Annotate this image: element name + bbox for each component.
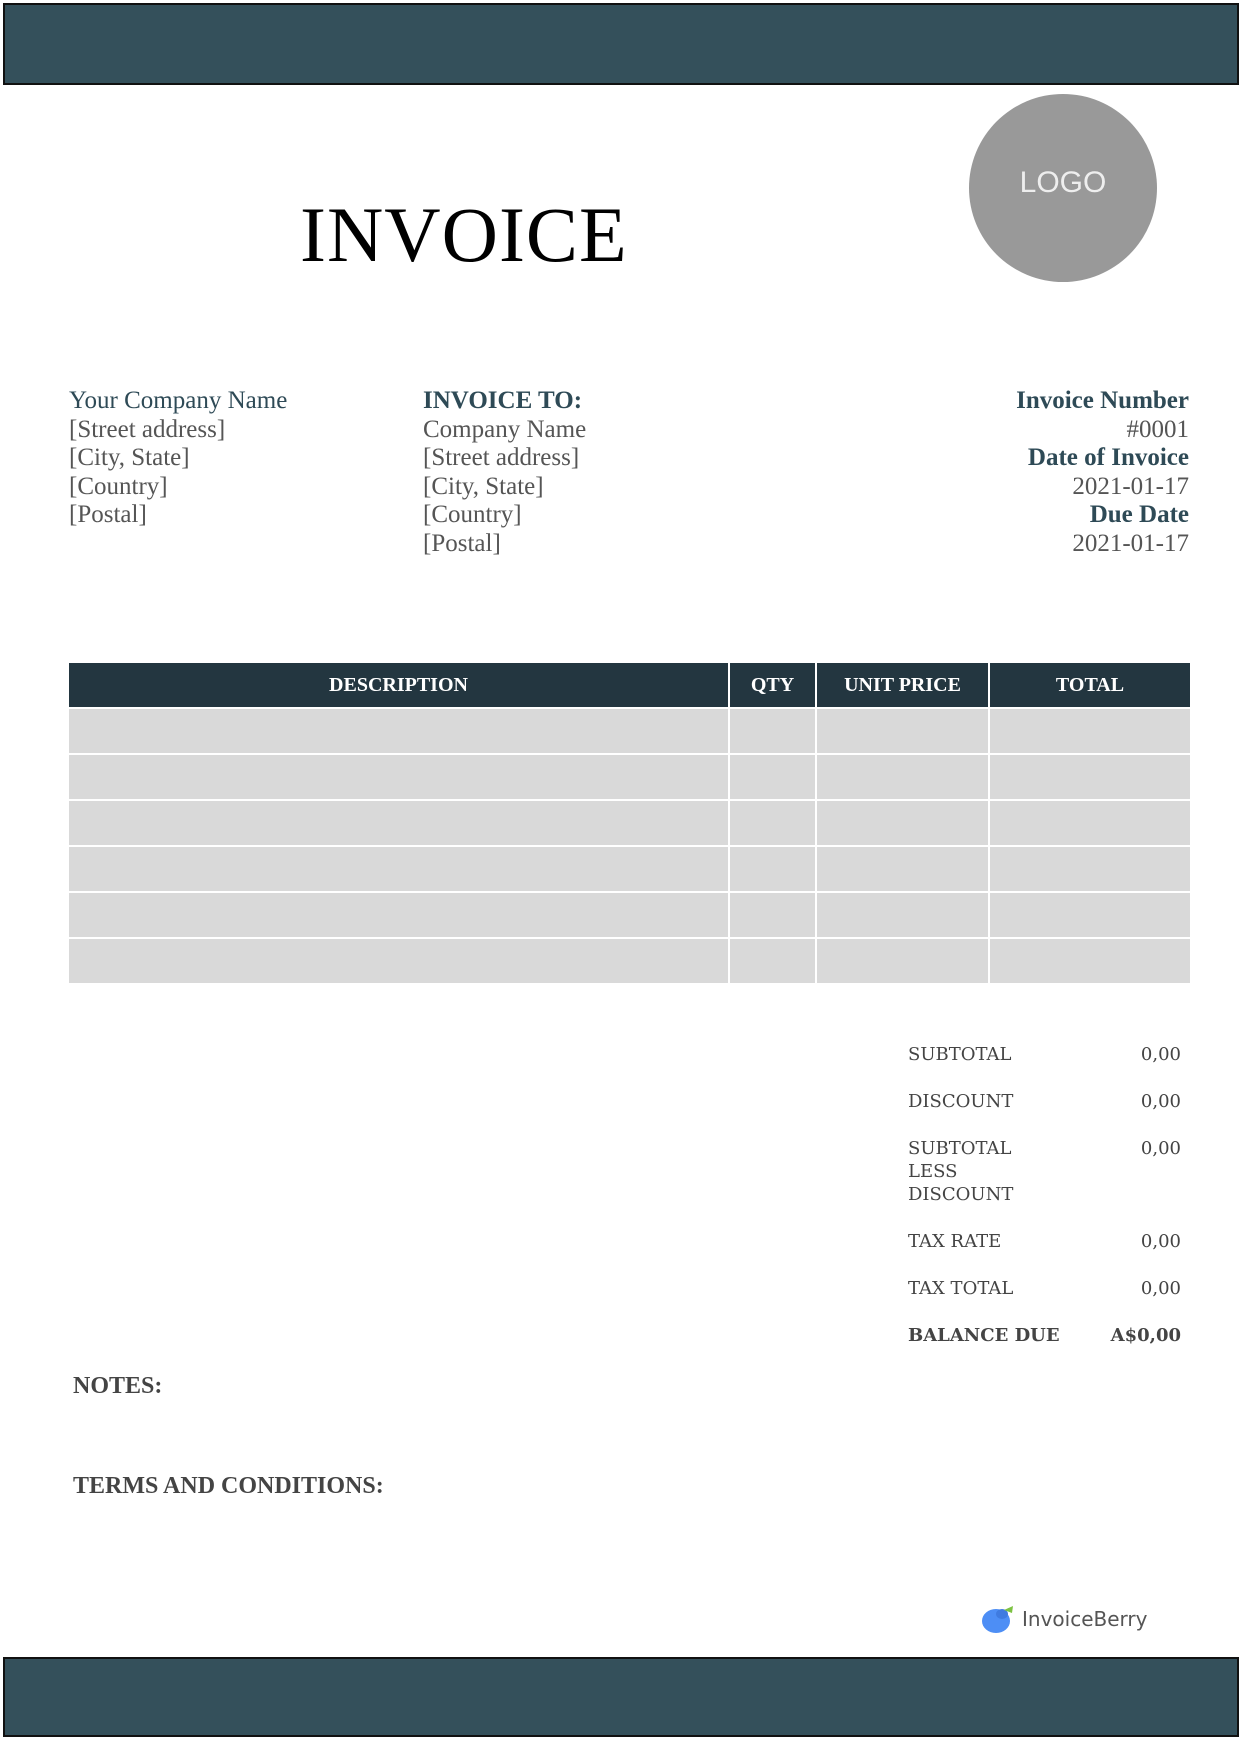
totals-label: SUBTOTAL — [908, 1044, 1012, 1065]
cell-description[interactable] — [69, 707, 730, 755]
totals-value: 0,00 — [1140, 1231, 1181, 1252]
footer-bar — [3, 1657, 1239, 1737]
cell-total[interactable] — [989, 845, 1190, 893]
invoice-number-label: Invoice Number — [1016, 387, 1189, 414]
col-unit-price: UNIT PRICE — [816, 663, 990, 708]
totals-block: SUBTOTAL 0,00 DISCOUNT 0,00 SUBTOTAL LESS … — [908, 1043, 1181, 1371]
totals-value: 0,00 — [1140, 1138, 1181, 1159]
invoiceberry-brand: InvoiceBerry — [982, 1604, 1147, 1634]
cell-unit-price[interactable] — [816, 753, 990, 801]
cell-qty[interactable] — [729, 937, 817, 985]
totals-label: SUBTOTAL LESS DISCOUNT — [908, 1138, 1014, 1205]
table-row — [69, 707, 1190, 755]
cell-qty[interactable] — [729, 707, 817, 755]
table-row — [69, 753, 1190, 801]
cell-unit-price[interactable] — [816, 937, 990, 985]
sender-block: Your Company Name [Street address] [City… — [69, 387, 287, 530]
cell-unit-price[interactable] — [816, 707, 990, 755]
due-date-label: Due Date — [1089, 501, 1189, 528]
cell-description[interactable] — [69, 937, 730, 985]
cell-qty[interactable] — [729, 753, 817, 801]
totals-row-tax-rate: TAX RATE 0,00 — [908, 1230, 1181, 1253]
brand-name: InvoiceBerry — [1022, 1607, 1148, 1631]
cell-unit-price[interactable] — [816, 891, 990, 939]
recipient-street[interactable]: [Street address] — [423, 444, 580, 471]
col-qty: QTY — [729, 663, 817, 708]
cell-description[interactable] — [69, 753, 730, 801]
totals-label: BALANCE DUE — [908, 1325, 1060, 1346]
due-date[interactable]: 2021-01-17 — [1072, 529, 1189, 557]
cell-qty[interactable] — [729, 891, 817, 939]
recipient-block: INVOICE TO: Company Name [Street address… — [423, 387, 586, 558]
invoice-date[interactable]: 2021-01-17 — [1072, 472, 1189, 500]
sender-street[interactable]: [Street address] — [69, 415, 226, 443]
cell-description[interactable] — [69, 845, 730, 893]
recipient-name[interactable]: Company Name — [423, 415, 587, 443]
cell-unit-price[interactable] — [816, 799, 990, 847]
totals-value: 0,00 — [1140, 1091, 1181, 1112]
cell-qty[interactable] — [729, 845, 817, 893]
cell-total[interactable] — [989, 753, 1190, 801]
logo-text: LOGO — [1019, 166, 1107, 199]
table-row — [69, 891, 1190, 939]
totals-row-tax-total: TAX TOTAL 0,00 — [908, 1277, 1181, 1300]
col-total: TOTAL — [989, 663, 1190, 708]
cell-total[interactable] — [989, 937, 1190, 985]
totals-row-subtotal-less-discount: SUBTOTAL LESS DISCOUNT 0,00 — [908, 1137, 1181, 1206]
berry-icon — [982, 1606, 1013, 1633]
logo-placeholder[interactable]: LOGO — [969, 94, 1157, 282]
cell-qty[interactable] — [729, 799, 817, 847]
table-row — [69, 845, 1190, 893]
totals-row-discount: DISCOUNT 0,00 — [908, 1090, 1181, 1113]
balance-due-value: A$0,00 — [1110, 1325, 1181, 1346]
totals-label: DISCOUNT — [908, 1091, 1014, 1112]
notes-label: NOTES: — [73, 1373, 163, 1399]
cell-description[interactable] — [69, 799, 730, 847]
col-description: DESCRIPTION — [69, 663, 730, 708]
totals-row-subtotal: SUBTOTAL 0,00 — [908, 1043, 1181, 1066]
sender-country[interactable]: [Country] — [69, 472, 168, 500]
table-row — [69, 937, 1190, 985]
invoice-date-label: Date of Invoice — [1027, 444, 1189, 471]
header-bar — [3, 3, 1239, 85]
invoice-to-heading: INVOICE TO: — [423, 387, 583, 414]
terms-label: TERMS AND CONDITIONS: — [73, 1473, 384, 1499]
cell-unit-price[interactable] — [816, 845, 990, 893]
recipient-city[interactable]: [City, State] — [423, 472, 544, 500]
totals-label: TAX TOTAL — [908, 1278, 1014, 1299]
cell-total[interactable] — [989, 707, 1190, 755]
invoice-meta: Invoice Number #0001 Date of Invoice 202… — [1016, 387, 1189, 558]
cell-total[interactable] — [989, 891, 1190, 939]
sender-name[interactable]: Your Company Name — [69, 387, 288, 414]
recipient-postal[interactable]: [Postal] — [423, 529, 501, 557]
totals-row-balance-due: BALANCE DUE A$0,00 — [908, 1324, 1181, 1347]
totals-label: TAX RATE — [908, 1231, 1002, 1252]
invoice-number[interactable]: #0001 — [1126, 415, 1190, 443]
table-row — [69, 799, 1190, 847]
recipient-country[interactable]: [Country] — [423, 501, 522, 528]
totals-value: 0,00 — [1140, 1278, 1181, 1299]
sender-city[interactable]: [City, State] — [69, 444, 190, 471]
totals-value: 0,00 — [1140, 1044, 1181, 1065]
invoice-title: INVOICE — [300, 191, 628, 278]
cell-total[interactable] — [989, 799, 1190, 847]
line-items-table: DESCRIPTION QTY UNIT PRICE TOTAL — [69, 663, 1190, 985]
cell-description[interactable] — [69, 891, 730, 939]
sender-postal[interactable]: [Postal] — [69, 501, 147, 528]
